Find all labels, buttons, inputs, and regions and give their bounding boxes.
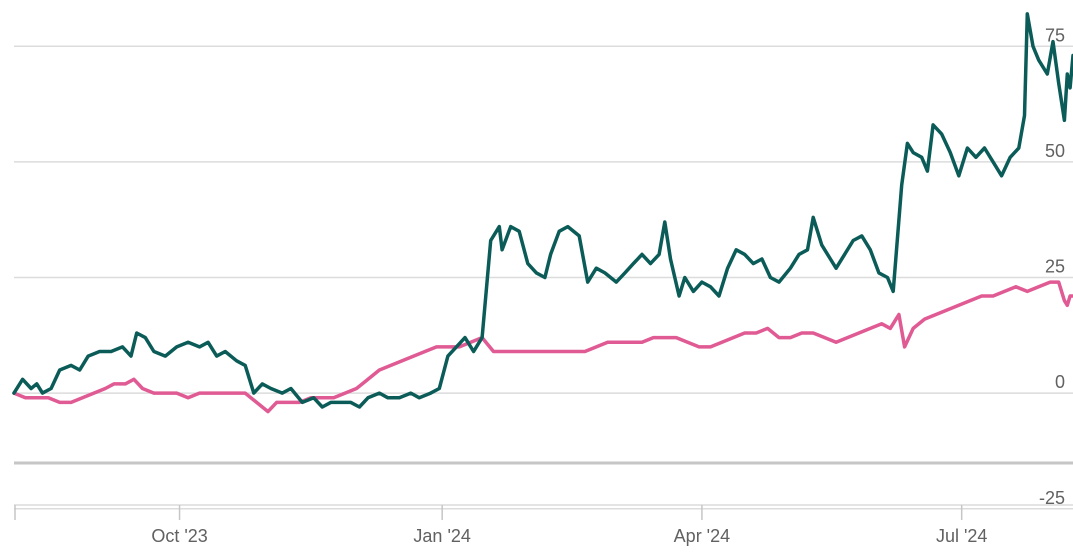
series-line-2 bbox=[12, 280, 1073, 414]
x-tick-label: Apr '24 bbox=[674, 526, 730, 546]
x-axis-ticks bbox=[14, 505, 963, 520]
y-tick-label: -25 bbox=[1039, 488, 1065, 508]
x-tick-label: Jul '24 bbox=[936, 526, 987, 546]
series-line-1 bbox=[12, 12, 1073, 409]
y-axis-tick-labels: -25 0 25 50 75 bbox=[1039, 25, 1065, 508]
y-tick-label: 25 bbox=[1045, 257, 1065, 277]
y-tick-label: 50 bbox=[1045, 141, 1065, 161]
y-tick-label: 75 bbox=[1045, 25, 1065, 45]
series-lines bbox=[12, 12, 1073, 414]
x-axis-tick-labels: Oct '23 Jan '24 Apr '24 Jul '24 bbox=[151, 526, 987, 546]
y-tick-label: 0 bbox=[1055, 372, 1065, 392]
x-tick-label: Jan '24 bbox=[413, 526, 470, 546]
x-tick-label: Oct '23 bbox=[151, 526, 207, 546]
